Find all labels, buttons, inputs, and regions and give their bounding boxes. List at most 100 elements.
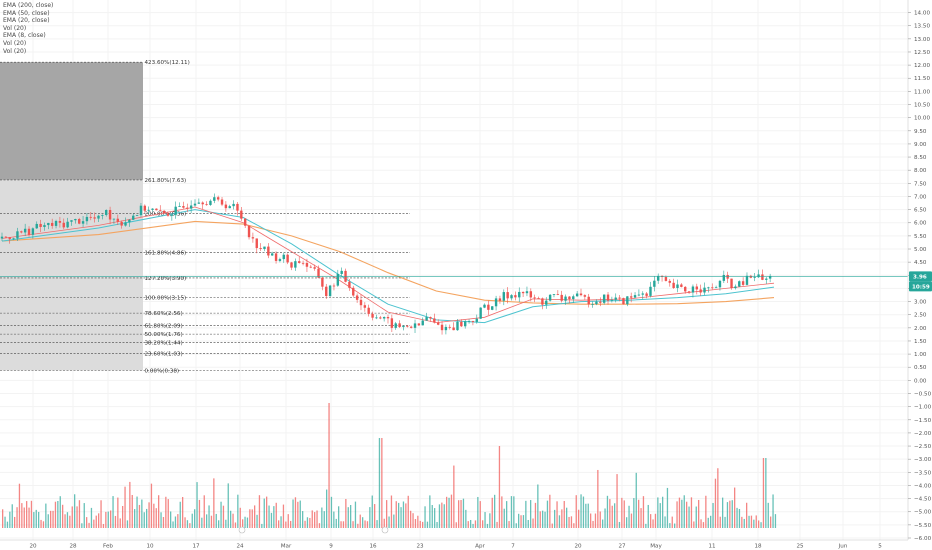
- volume-bar: [556, 501, 558, 528]
- volume-bar: [95, 515, 97, 528]
- volume-bar: [450, 494, 453, 528]
- volume-bar: [18, 483, 21, 528]
- volume-bar: [772, 494, 774, 528]
- price-tick-label: −3.50: [914, 470, 932, 476]
- price-tick-label: 4.50: [914, 260, 927, 266]
- volume-bar: [323, 511, 325, 528]
- volume-bar: [770, 516, 772, 528]
- candle-body: [201, 202, 204, 205]
- volume-bar: [83, 503, 85, 528]
- candle-body: [151, 208, 154, 210]
- volume-bar: [340, 521, 342, 528]
- volume-bar: [196, 482, 198, 528]
- volume-bar: [405, 503, 407, 528]
- candle-body: [637, 294, 641, 296]
- candle-body: [425, 317, 428, 321]
- volume-bar: [4, 516, 6, 528]
- price-axis[interactable]: 14.00 13.50 13.00 12.50 12.00 11.50 11.00 10.50…: [907, 0, 932, 550]
- legend-ema200[interactable]: EMA (200, close): [3, 2, 54, 9]
- time-tick-label: 7: [511, 544, 515, 550]
- legend-ema8[interactable]: EMA (8, close): [3, 32, 46, 40]
- volume-bar: [582, 496, 585, 528]
- volume-bar: [479, 501, 481, 528]
- volume-bar: [424, 506, 426, 528]
- fibonacci-retracement[interactable]: 423.60%(12.11) 261.80%(7.63) 200.00%(6.36)…: [0, 60, 410, 374]
- candle-body: [765, 278, 768, 280]
- volume-bar: [263, 498, 265, 528]
- candle-body: [8, 237, 11, 240]
- candle-body: [622, 298, 625, 305]
- volume-bar: [412, 513, 414, 528]
- volume-bar: [717, 468, 719, 528]
- volume-bar: [522, 515, 525, 528]
- candle-body: [440, 324, 444, 331]
- volume-bar: [484, 512, 486, 528]
- volume-bar: [422, 521, 424, 528]
- volume-bar: [117, 497, 119, 528]
- legend-ema50[interactable]: EMA (50, close): [3, 9, 50, 17]
- volume-bar: [170, 511, 172, 528]
- volume-bar: [695, 506, 697, 528]
- candle-body: [120, 221, 123, 226]
- volume-bar: [256, 514, 258, 528]
- candle-body: [464, 321, 467, 327]
- volume-bar: [568, 516, 570, 528]
- candle-body: [703, 287, 706, 293]
- volume-bar: [278, 520, 280, 528]
- volume-bar: [722, 497, 724, 528]
- candle-body: [529, 291, 533, 298]
- volume-bar: [767, 502, 769, 528]
- volume-bar: [407, 495, 409, 528]
- legend-vol-1[interactable]: Vol (20): [3, 24, 27, 32]
- volume-bar: [246, 517, 249, 528]
- candle-body: [579, 293, 583, 296]
- legend-ema20[interactable]: EMA (20, close): [3, 17, 50, 25]
- volume-bar: [78, 500, 81, 528]
- volume-bar: [650, 514, 652, 528]
- legend-vol-3[interactable]: Vol (20): [3, 47, 27, 55]
- volume-bar: [460, 500, 462, 528]
- volume-bar: [515, 523, 517, 528]
- candle-body: [205, 204, 208, 206]
- volume-bar: [146, 508, 148, 528]
- candle-body: [768, 275, 772, 279]
- volume-bar: [674, 523, 676, 528]
- volume-bar: [220, 501, 222, 528]
- candle-body: [147, 209, 150, 211]
- candle-body: [386, 316, 390, 319]
- volume-bar: [633, 498, 635, 528]
- volume-bar: [724, 516, 726, 528]
- candle-body: [278, 259, 282, 261]
- price-tick-label: −1.00: [914, 405, 932, 411]
- candle-body: [317, 268, 320, 278]
- candle-body: [714, 287, 718, 289]
- candle-body: [274, 253, 278, 261]
- volume-bar: [158, 495, 160, 528]
- candle-body: [267, 246, 270, 256]
- candle-body: [23, 228, 27, 233]
- volume-bar: [652, 519, 654, 528]
- price-tick-label: −5.00: [914, 510, 932, 516]
- volume-bar: [335, 518, 337, 528]
- volume-bar: [194, 509, 196, 528]
- volume-bar: [153, 503, 155, 528]
- candle-body: [66, 221, 69, 228]
- time-tick-label: May: [650, 544, 662, 550]
- legend-vol-2[interactable]: Vol (20): [3, 39, 27, 47]
- volume-bar: [738, 508, 741, 528]
- time-axis[interactable]: 20 28 Feb 10 17 24 Mar 9 16 23 Apr 7 20 27 May 11 18 25 Ju…: [0, 526, 908, 550]
- volume-bar: [136, 496, 138, 528]
- volume-bar: [124, 486, 126, 528]
- volume-bar: [530, 500, 532, 528]
- volume-bar: [47, 514, 49, 528]
- volume-bar: [258, 495, 261, 528]
- volume-bar: [729, 500, 731, 528]
- volume-bar: [134, 509, 136, 528]
- candle-body: [259, 248, 262, 249]
- price-tick-label: 10.00: [914, 116, 930, 122]
- time-tick-label: Mar: [281, 544, 292, 550]
- volume-bar: [282, 504, 285, 528]
- event-marker-icon: [381, 526, 389, 534]
- volume-bar: [609, 499, 611, 528]
